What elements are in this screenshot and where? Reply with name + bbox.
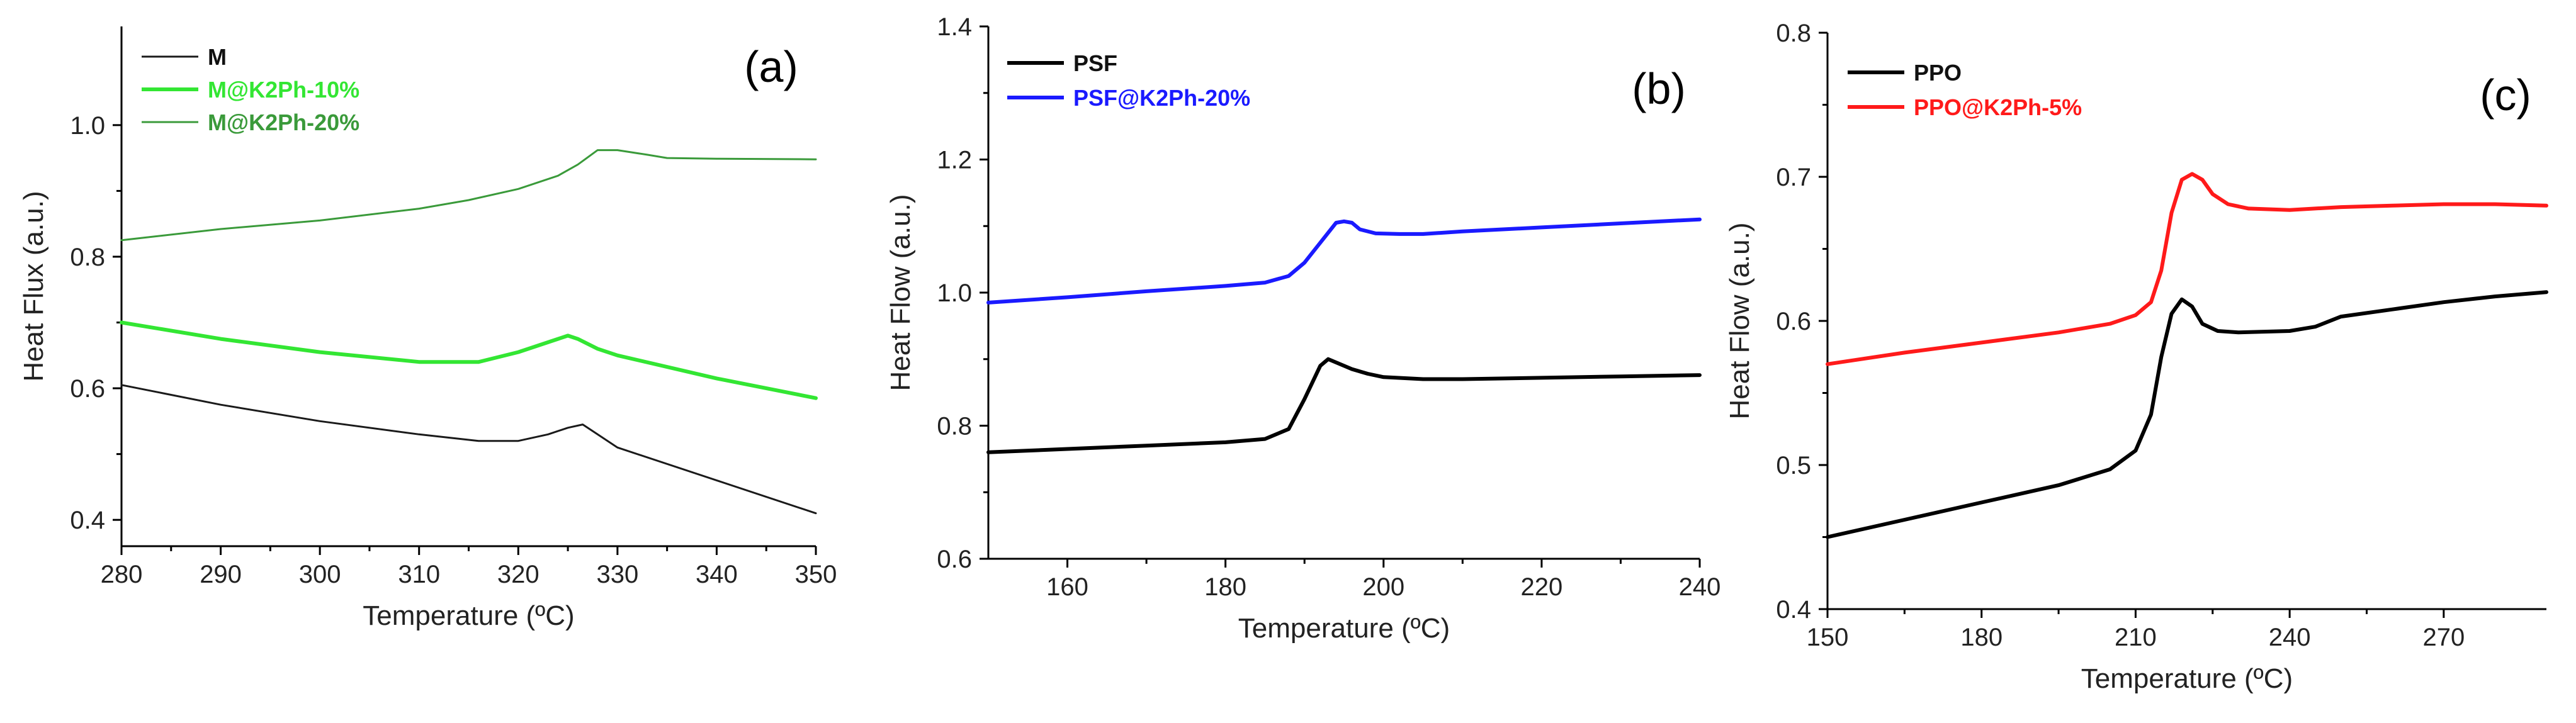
series-line-0 [986,357,1702,454]
y-tick-label: 0.6 [70,375,105,403]
panel-label: (c) [2480,70,2531,120]
y-tick-label: 1.0 [70,112,105,140]
legend-label: M [208,44,227,70]
x-tick-label: 270 [2422,624,2465,651]
y-tick-label: 0.8 [1776,20,1811,47]
x-tick-label: 150 [1807,624,1849,651]
x-tick-label: 340 [696,561,738,588]
x-tick-label: 280 [101,561,143,588]
y-axis-title: Heat Flow (a.u.) [885,194,916,391]
y-tick-label: 1.2 [937,147,972,174]
y-tick-label: 0.7 [1776,164,1811,191]
y-tick-label: 0.4 [70,507,105,534]
y-axis-title: Heat Flow (a.u.) [1724,223,1755,420]
x-tick-label: 290 [200,561,242,588]
x-tick-label: 240 [1679,573,1721,601]
x-axis-title: Temperature (ºC) [1238,613,1450,644]
x-tick-label: 180 [1204,573,1246,601]
y-tick-label: 1.4 [937,13,972,41]
x-axis-title: Temperature (ºC) [363,600,574,631]
series-line-1 [986,217,1702,305]
y-axis-title: Heat Flux (a.u.) [18,191,49,381]
legend-label: M@K2Ph-10% [208,77,359,103]
y-tick-label: 0.8 [937,413,972,440]
y-tick-label: 0.5 [1776,452,1811,479]
x-tick-label: 210 [2115,624,2157,651]
legend-label: PPO@K2Ph-5% [1914,94,2082,120]
series-line-1 [120,320,818,400]
series-line-0 [120,384,817,515]
legend-label: PSF [1073,50,1117,76]
x-tick-label: 320 [497,561,539,588]
series-line-2 [120,149,817,242]
x-tick-label: 200 [1362,573,1404,601]
panel-label: (b) [1632,64,1686,113]
y-tick-label: 0.4 [1776,596,1811,624]
x-tick-label: 300 [299,561,341,588]
y-tick-label: 0.8 [70,244,105,271]
x-tick-label: 180 [1960,624,2003,651]
y-tick-label: 0.6 [937,546,972,573]
x-tick-label: 160 [1046,573,1088,601]
x-tick-label: 240 [2269,624,2311,651]
chart-panel-2: 150 180 210 240 270 0.4 0.5 0.6 0.7 0.8 Temperatur… [1724,20,2548,694]
legend-label: M@K2Ph-20% [208,109,359,135]
y-tick-label: 1.0 [937,279,972,307]
panel-label: (a) [744,42,798,91]
series-line-0 [1826,290,2548,539]
legend-label: PPO [1914,60,1962,86]
x-tick-label: 330 [596,561,638,588]
x-tick-label: 220 [1521,573,1563,601]
chart-panel-1: 160 180 200 220 240 0.6 0.8 1.0 1.2 1.4 Temperatur… [885,13,1720,644]
legend-label: PSF@K2Ph-20% [1073,85,1250,111]
x-tick-label: 310 [398,561,440,588]
y-tick-label: 0.6 [1776,308,1811,335]
chart-panel-0: 280 290 300 310 320 330 340 350 0.4 0.6 0.8 1.0 Temp… [18,26,837,631]
x-tick-label: 350 [795,561,837,588]
x-axis-title: Temperature (ºC) [2081,663,2293,694]
series-line-1 [1826,172,2548,366]
